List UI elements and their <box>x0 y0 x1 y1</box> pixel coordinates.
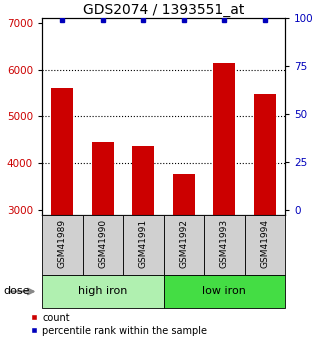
Text: GSM41989: GSM41989 <box>58 219 67 268</box>
Bar <box>163 215 204 275</box>
Bar <box>42 215 82 275</box>
Bar <box>213 62 235 215</box>
Bar <box>132 146 154 215</box>
Bar <box>51 88 74 215</box>
Text: GSM41990: GSM41990 <box>98 219 107 268</box>
Bar <box>91 142 114 215</box>
Text: GSM41993: GSM41993 <box>220 219 229 268</box>
Text: dose: dose <box>3 286 30 296</box>
Bar <box>163 275 285 308</box>
Bar <box>254 94 276 215</box>
Text: GSM41992: GSM41992 <box>179 219 188 268</box>
Bar <box>123 215 163 275</box>
Text: GSM41994: GSM41994 <box>260 219 269 268</box>
Text: low iron: low iron <box>202 286 246 296</box>
Legend: count, percentile rank within the sample: count, percentile rank within the sample <box>30 313 207 336</box>
Bar <box>173 174 195 215</box>
Bar <box>42 275 163 308</box>
Bar <box>82 215 123 275</box>
Title: GDS2074 / 1393551_at: GDS2074 / 1393551_at <box>83 3 244 17</box>
Bar <box>204 215 245 275</box>
Text: high iron: high iron <box>78 286 127 296</box>
Text: GSM41991: GSM41991 <box>139 219 148 268</box>
Bar <box>245 215 285 275</box>
